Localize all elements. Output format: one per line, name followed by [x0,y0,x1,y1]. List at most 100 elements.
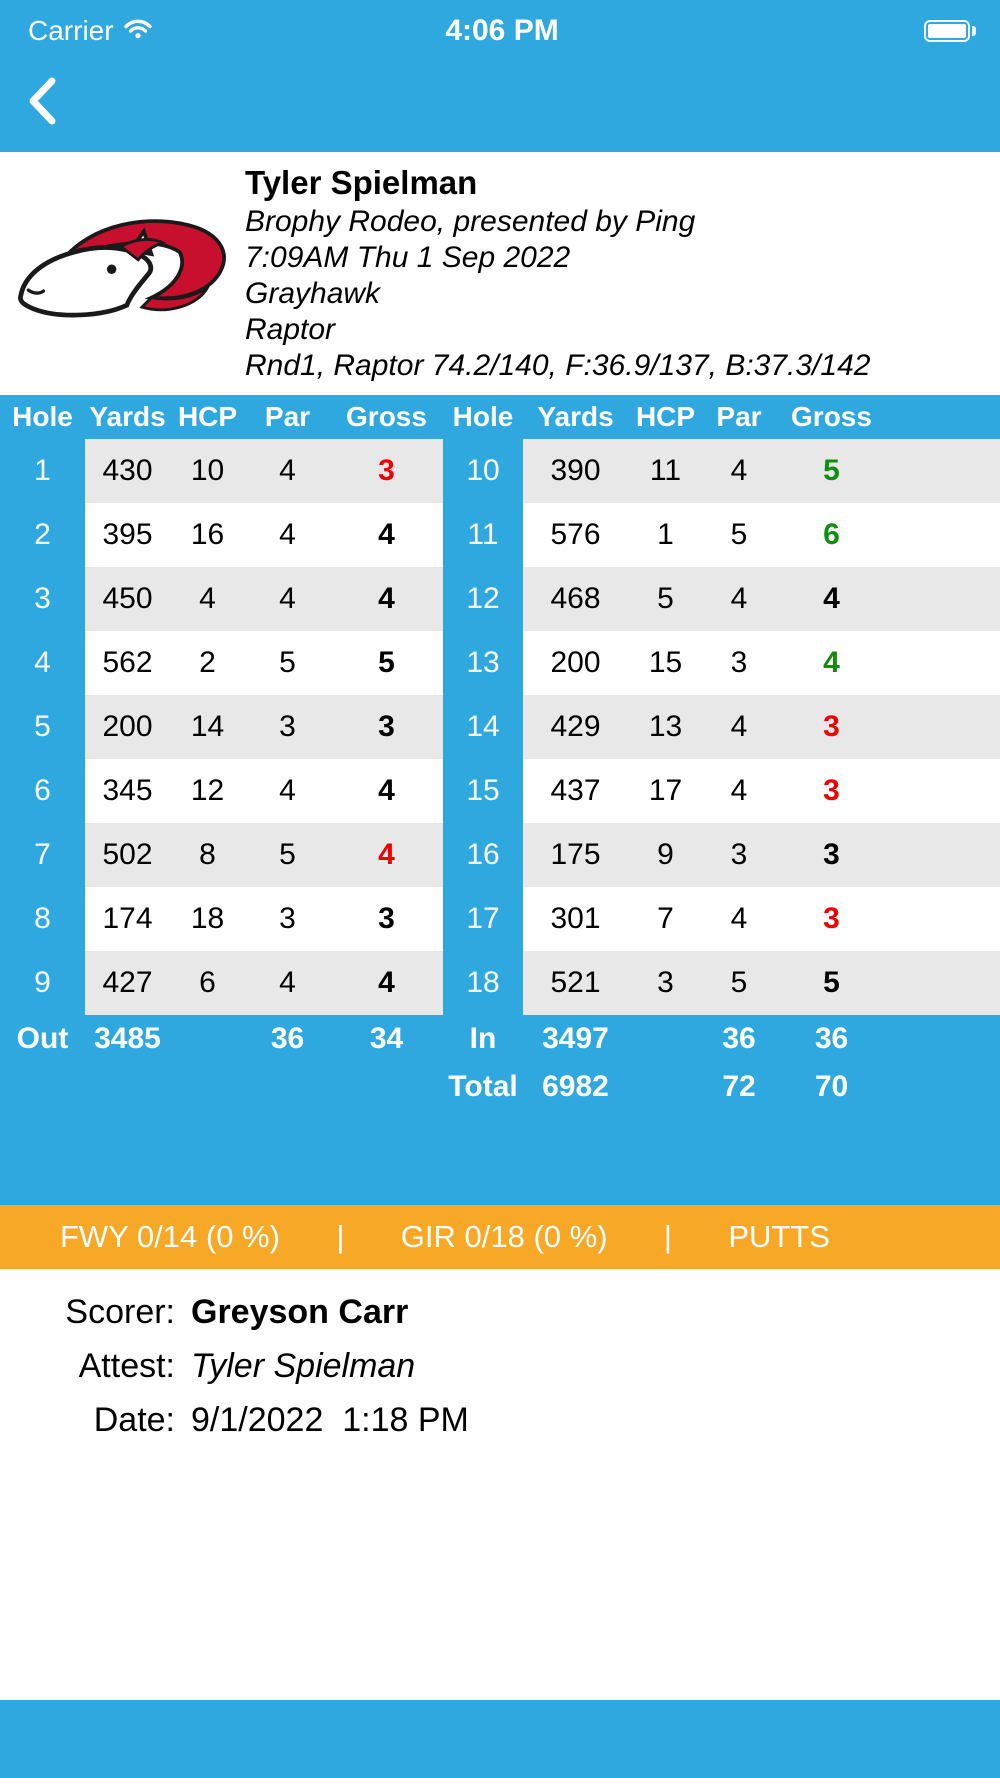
gross-value: 3 [330,887,443,951]
gross-value: 3 [775,695,1000,759]
par-value: 5 [703,503,775,567]
scorer-row: Scorer: Greyson Carr [0,1293,1000,1332]
hcp-value: 2 [170,631,245,695]
total-par: 72 [722,1070,756,1103]
hcp-value: 3 [628,951,703,1015]
total-label: Total [448,1070,518,1103]
gross-value: 3 [330,695,443,759]
gross-value: 4 [330,951,443,1015]
out-hcp-blank [170,1015,245,1063]
hcp-value: 6 [170,951,245,1015]
hcp-value: 11 [628,439,703,503]
out-summary-row: Out 3485 36 34 [0,1015,443,1063]
hcp-value: 5 [628,567,703,631]
gross-value: 5 [775,951,1000,1015]
col-hcp: HCP [177,401,238,432]
par-value: 5 [245,823,330,887]
yards-value: 395 [85,503,170,567]
in-label: In [469,1022,497,1055]
hole-number: 9 [34,966,51,999]
hole-number: 2 [34,518,51,551]
date-label: Date: [93,1401,175,1439]
par-value: 4 [703,439,775,503]
col-gross: Gross [346,401,427,432]
table-row: 5 200 14 3 3 [0,695,443,759]
table-row: 9 427 6 4 4 [0,951,443,1015]
yards-value: 521 [523,951,628,1015]
total-yards: 6982 [542,1070,609,1103]
gross-value: 3 [775,887,1000,951]
hole-number: 5 [34,710,51,743]
table-row: 1 430 10 4 3 [0,439,443,503]
table-row: 17 301 7 4 3 [443,887,1000,951]
scorecard-table: Hole Yards HCP Par Gross 1 430 10 4 3 [0,395,1000,1205]
hcp-value: 18 [170,887,245,951]
yards-value: 562 [85,631,170,695]
hole-number: 3 [34,582,51,615]
yards-value: 430 [85,439,170,503]
hole-number: 6 [34,774,51,807]
hole-number: 11 [467,518,499,551]
table-row: 4 562 2 5 5 [0,631,443,695]
par-value: 5 [245,631,330,695]
col-yards: Yards [89,401,166,432]
par-value: 4 [245,439,330,503]
par-value: 4 [703,567,775,631]
hcp-value: 10 [170,439,245,503]
gross-value: 3 [775,759,1000,823]
out-yards: 3485 [94,1022,161,1055]
in-hcp-blank [628,1015,703,1063]
gross-value: 3 [775,823,1000,887]
stats-divider: | [663,1219,672,1254]
yards-value: 200 [85,695,170,759]
hcp-value: 13 [628,695,703,759]
round-rating-info: Rnd1, Raptor 74.2/140, F:36.9/137, B:37.… [245,349,871,382]
hcp-value: 16 [170,503,245,567]
yards-value: 174 [85,887,170,951]
team-logo [0,152,245,395]
hole-number: 13 [466,646,500,679]
gross-value: 5 [775,439,1000,503]
status-time: 4:06 PM [445,14,559,47]
par-value: 4 [703,759,775,823]
in-summary-row: In 3497 36 36 [443,1015,1000,1063]
attest-name: Tyler Spielman [191,1347,416,1385]
signature-block: Scorer: Greyson Carr Attest: Tyler Spiel… [0,1269,1000,1700]
hole-number: 4 [34,646,51,679]
event-name: Brophy Rodeo, presented by Ping [245,205,696,238]
hole-number: 1 [34,454,51,487]
yards-value: 427 [85,951,170,1015]
table-row: 6 345 12 4 4 [0,759,443,823]
hcp-value: 15 [628,631,703,695]
gross-value: 6 [775,503,1000,567]
status-bar: Carrier 4:06 PM [0,0,1000,52]
scorer-name: Greyson Carr [191,1293,409,1331]
gross-value: 4 [775,631,1000,695]
yards-value: 175 [523,823,628,887]
col-par: Par [264,401,311,432]
back-nine-table: Hole Yards HCP Par Gross 10 390 11 4 5 [443,395,1000,1111]
tee-time: 7:09AM Thu 1 Sep 2022 [245,241,571,274]
attest-row: Attest: Tyler Spielman [0,1347,1000,1386]
table-row: 11 576 1 5 6 [443,503,1000,567]
gross-value: 4 [330,759,443,823]
front-table-header: Hole Yards HCP Par Gross [0,395,443,439]
col-hcp: HCP [635,401,696,432]
col-yards: Yards [537,401,614,432]
out-label: Out [16,1022,69,1055]
yards-value: 502 [85,823,170,887]
table-row: 13 200 15 3 4 [443,631,1000,695]
yards-value: 468 [523,567,628,631]
total-gross: 70 [814,1070,849,1103]
player-info: Tyler Spielman Brophy Rodeo, presented b… [245,152,870,395]
par-value: 4 [245,567,330,631]
hole-number: 7 [34,838,51,871]
hcp-value: 7 [628,887,703,951]
stats-divider: | [336,1219,345,1254]
back-button[interactable] [26,70,82,134]
table-row: 15 437 17 4 3 [443,759,1000,823]
yards-value: 200 [523,631,628,695]
stats-bar: FWY 0/14 (0 %) | GIR 0/18 (0 %) | PUTTS [0,1205,1000,1269]
bronco-logo-image [17,218,226,317]
